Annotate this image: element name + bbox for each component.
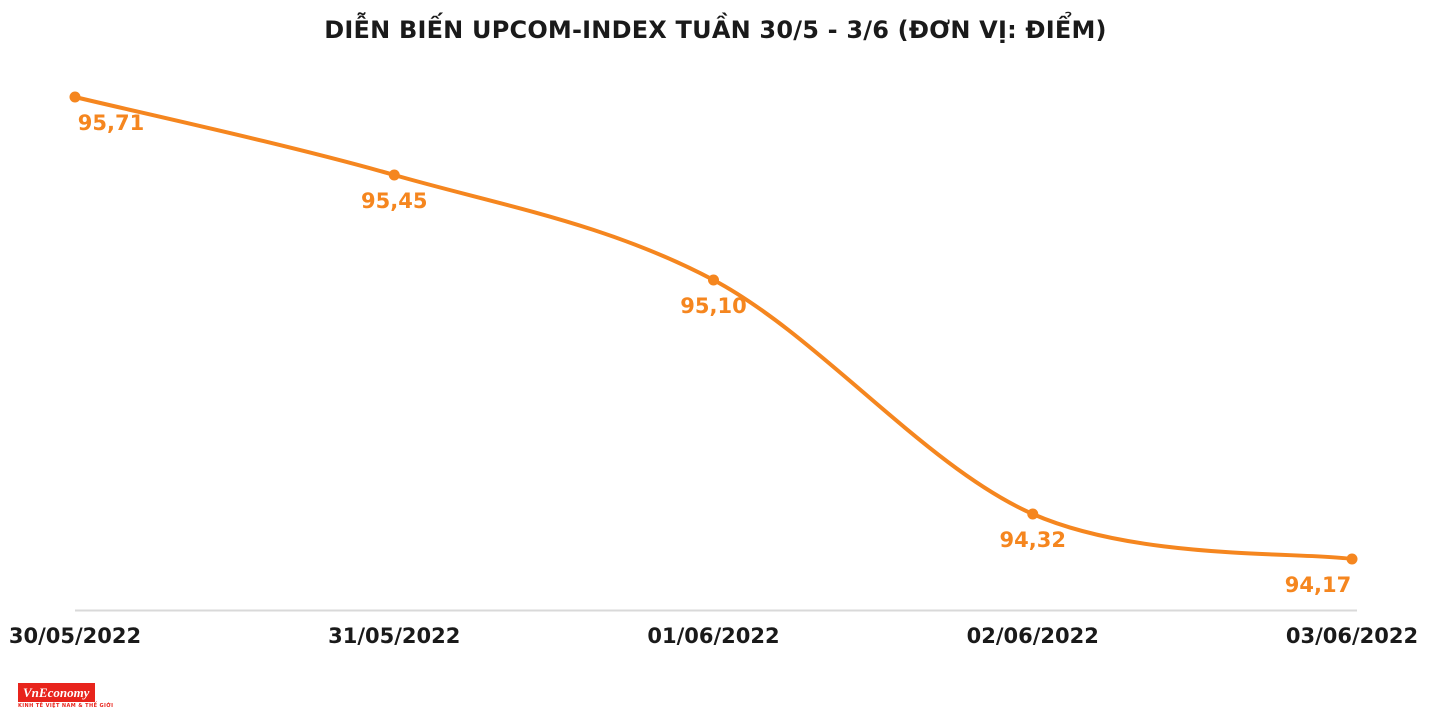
data-point (388, 169, 400, 181)
vneconomy-logo: VnEconomy KINH TẾ VIỆT NAM & THẾ GIỚI (18, 682, 114, 709)
value-label: 94,17 (1284, 573, 1352, 597)
value-label: 95,45 (361, 189, 428, 213)
value-label: 94,32 (999, 528, 1066, 552)
data-point (1346, 553, 1358, 565)
series-line (73, 95, 1354, 561)
data-point (69, 91, 81, 103)
data-point (708, 274, 719, 286)
x-axis-label: 31/05/2022 (328, 624, 461, 648)
data-point (1027, 508, 1039, 520)
value-label: 95,71 (77, 111, 145, 135)
x-axis-label: 01/06/2022 (647, 624, 780, 648)
x-axis-label: 30/05/2022 (8, 624, 142, 648)
x-axis-label: 03/06/2022 (1285, 624, 1419, 648)
vneconomy-logo-text: VnEconomy (18, 683, 96, 702)
x-axis-label: 02/06/2022 (966, 624, 1099, 648)
value-label: 95,10 (680, 294, 747, 318)
chart-title: DIỄN BIẾN UPCOM-INDEX TUẦN 30/5 - 3/6 (Đ… (324, 16, 1107, 44)
vneconomy-logo-tagline: KINH TẾ VIỆT NAM & THẾ GIỚI (18, 703, 114, 709)
